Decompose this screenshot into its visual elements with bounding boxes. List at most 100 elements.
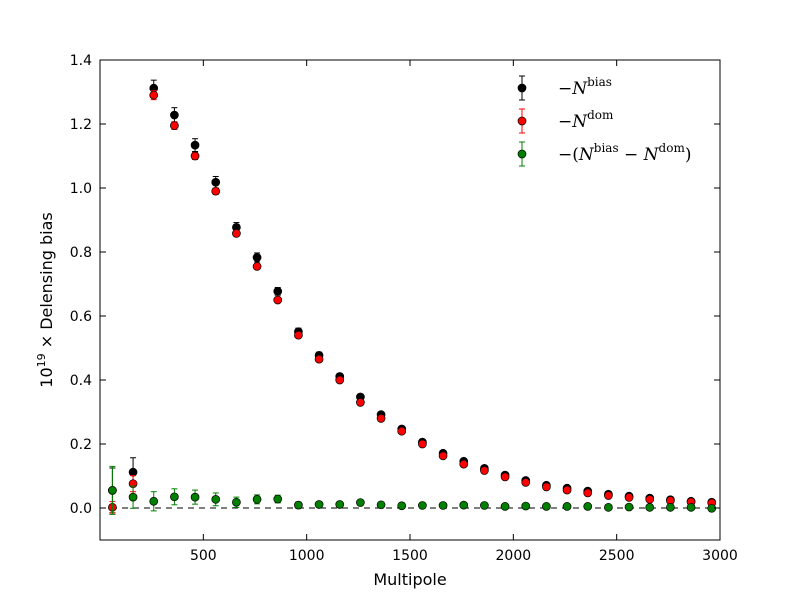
data-point bbox=[190, 492, 200, 502]
x-tick-label: 3000 bbox=[702, 548, 738, 564]
x-axis-label: Multipole bbox=[373, 570, 446, 589]
y-axis-label-text: × Delensing bias bbox=[37, 212, 56, 353]
data-point bbox=[108, 486, 117, 495]
legend-label: −Ndom bbox=[558, 108, 614, 132]
legend-label-sup: bias bbox=[594, 141, 619, 155]
y-tick-label: 0.6 bbox=[70, 309, 92, 325]
data-point bbox=[500, 472, 510, 482]
x-tick-label: 2000 bbox=[496, 548, 532, 564]
y-tick-label: 0.0 bbox=[70, 501, 92, 517]
y-tick-label: 1.4 bbox=[70, 53, 92, 69]
y-tick-label: 1.2 bbox=[70, 117, 92, 133]
data-point bbox=[666, 503, 675, 512]
data-point bbox=[170, 110, 179, 120]
legend-label: −(Nbias − Ndom) bbox=[558, 141, 691, 165]
legend-label-prefix: −( bbox=[558, 145, 579, 165]
data-point bbox=[418, 501, 427, 510]
data-point bbox=[376, 414, 386, 423]
data-point bbox=[294, 500, 303, 510]
data-point bbox=[562, 502, 572, 511]
data-point bbox=[376, 500, 386, 510]
legend-label-base: N bbox=[578, 145, 595, 165]
legend-marker bbox=[517, 116, 527, 126]
data-point bbox=[252, 253, 262, 262]
data-point bbox=[521, 501, 531, 511]
legend-label-suffix: ) bbox=[685, 145, 692, 165]
data-point bbox=[232, 497, 241, 507]
data-point bbox=[335, 500, 345, 509]
data-point bbox=[149, 90, 159, 100]
x-tick-label: 1000 bbox=[289, 548, 325, 564]
legend-label-base: N bbox=[571, 112, 588, 132]
data-point bbox=[190, 140, 200, 150]
data-point bbox=[438, 451, 448, 461]
data-point bbox=[604, 491, 613, 500]
legend-marker bbox=[517, 83, 527, 93]
data-point bbox=[170, 121, 179, 130]
data-point bbox=[273, 295, 283, 305]
legend-label-prefix: − bbox=[558, 79, 572, 99]
data-point bbox=[686, 503, 696, 512]
data-point bbox=[397, 501, 407, 511]
legend-label-prefix: − bbox=[558, 112, 572, 132]
data-point bbox=[252, 262, 262, 271]
data-point bbox=[500, 502, 510, 511]
legend-marker bbox=[517, 149, 527, 159]
data-point bbox=[397, 426, 407, 436]
data-point bbox=[232, 229, 241, 238]
data-point bbox=[149, 496, 159, 506]
series-dom bbox=[108, 90, 717, 514]
y-tick-label: 1.0 bbox=[70, 181, 92, 197]
data-point bbox=[314, 500, 324, 509]
legend-label-sup2: dom bbox=[659, 141, 686, 155]
x-tick-label: 500 bbox=[190, 548, 217, 564]
legend-item-difference: −(Nbias − Ndom) bbox=[517, 141, 691, 167]
data-point bbox=[211, 495, 221, 504]
y-axis-label: 1019 × Delensing bias bbox=[35, 212, 56, 387]
legend-item-bias: −Nbias bbox=[517, 75, 612, 101]
data-point bbox=[128, 492, 138, 502]
data-point bbox=[356, 398, 365, 407]
legend-label-sup: dom bbox=[587, 108, 614, 122]
legend-label-sup: bias bbox=[587, 75, 612, 89]
x-tick-label: 2500 bbox=[599, 548, 635, 564]
data-point bbox=[521, 478, 531, 487]
data-point bbox=[356, 498, 365, 507]
data-point bbox=[459, 500, 469, 510]
legend-label-base: N bbox=[571, 79, 588, 99]
data-point bbox=[314, 354, 324, 364]
data-point bbox=[211, 186, 221, 196]
legend-item-dom: −Ndom bbox=[517, 108, 614, 134]
data-point bbox=[562, 485, 572, 495]
data-point bbox=[645, 503, 655, 512]
data-point bbox=[542, 502, 551, 511]
legend-label: −Nbias bbox=[558, 75, 612, 99]
data-point bbox=[459, 459, 469, 469]
data-point bbox=[645, 495, 655, 504]
data-point bbox=[170, 492, 179, 502]
data-point bbox=[128, 467, 138, 477]
x-tick-label: 1500 bbox=[392, 548, 428, 564]
legend: −Nbias−Ndom−(Nbias − Ndom) bbox=[517, 75, 691, 167]
data-point bbox=[480, 466, 489, 475]
x-axis: 500 1000 1500 2000 2500 3000 bbox=[190, 60, 738, 564]
data-point bbox=[335, 375, 345, 385]
plot-frame bbox=[99, 59, 721, 541]
y-axis: 0.0 0.2 0.4 0.6 0.8 1.0 1.2 1.4 bbox=[70, 53, 720, 517]
plot-area bbox=[100, 79, 720, 515]
data-point bbox=[624, 493, 634, 502]
data-point bbox=[252, 495, 262, 504]
y-axis-label-prefix: 10 bbox=[37, 367, 56, 387]
data-point bbox=[294, 330, 303, 340]
data-point bbox=[583, 502, 593, 511]
data-point bbox=[438, 501, 448, 510]
data-point bbox=[273, 494, 283, 504]
y-tick-label: 0.2 bbox=[70, 437, 92, 453]
data-point bbox=[211, 177, 221, 187]
data-point bbox=[624, 502, 634, 512]
y-tick-label: 0.8 bbox=[70, 245, 92, 261]
data-point bbox=[604, 503, 613, 512]
data-point bbox=[583, 488, 593, 498]
data-point bbox=[480, 501, 489, 510]
